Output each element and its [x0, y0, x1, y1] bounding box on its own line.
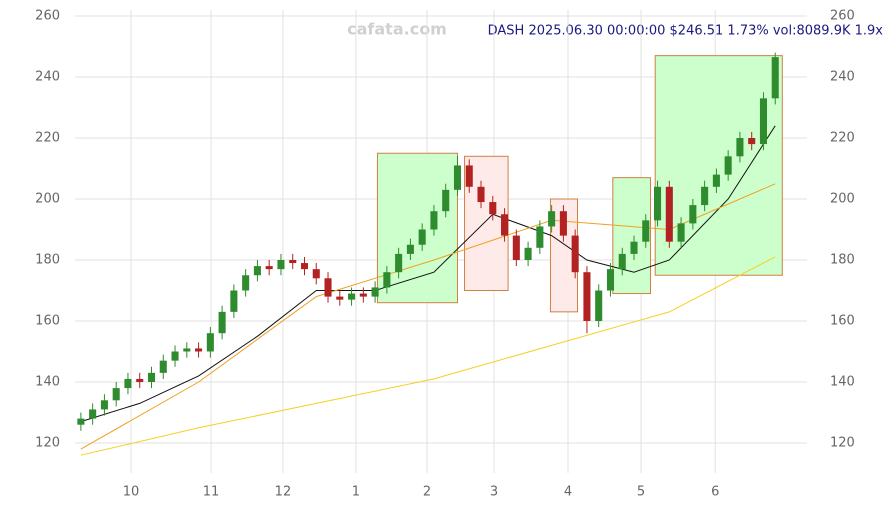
- candle-body: [89, 409, 97, 419]
- y-tick-label: 260: [830, 9, 855, 24]
- x-tick-label: 10: [123, 485, 140, 500]
- candle-body: [348, 293, 356, 300]
- candle-body: [195, 348, 203, 352]
- candle-body: [606, 269, 615, 291]
- y-tick-label: 120: [830, 436, 855, 451]
- y-tick-label: 160: [830, 314, 855, 329]
- x-tick-label: 12: [275, 485, 292, 500]
- candle-body: [277, 260, 285, 270]
- candle-body: [665, 186, 673, 242]
- candle-body: [724, 156, 732, 175]
- x-tick-label: 4: [564, 485, 572, 500]
- candle-body: [147, 372, 156, 382]
- x-tick-label: 5: [637, 485, 645, 500]
- y-tick-label: 180: [35, 253, 60, 268]
- candle-body: [524, 247, 532, 260]
- candle-body: [559, 211, 567, 236]
- candle-body: [77, 418, 85, 425]
- candle-body: [512, 235, 520, 260]
- candle-body: [736, 138, 744, 157]
- candle-body: [206, 333, 214, 352]
- x-tick-label: 11: [203, 485, 220, 500]
- zone: [654, 55, 783, 276]
- candle-body: [336, 296, 344, 300]
- candle-body: [300, 263, 309, 270]
- y-tick-label: 240: [830, 70, 855, 85]
- candle-body: [112, 388, 120, 401]
- candle-body: [689, 205, 697, 224]
- candle-body: [677, 223, 685, 242]
- y-tick-label: 160: [35, 314, 60, 329]
- header: DASH 2025.06.30 00:00:00 $246.51 1.73% v…: [488, 24, 884, 39]
- candle-body: [171, 351, 179, 361]
- indicator-line: [80, 125, 776, 423]
- candle-body: [654, 186, 662, 221]
- candle-body: [418, 229, 426, 245]
- candle-body: [501, 214, 509, 236]
- candle-body: [583, 272, 591, 321]
- candle-body: [642, 220, 650, 242]
- y-tick-label: 140: [35, 375, 60, 390]
- candle-body: [595, 290, 603, 321]
- indicator-line: [80, 256, 776, 456]
- candle-body: [159, 360, 167, 373]
- candle-body: [124, 378, 132, 389]
- candle-body: [453, 165, 462, 190]
- candle-body: [759, 98, 767, 145]
- candle-body: [183, 348, 191, 352]
- candle-body: [489, 202, 497, 215]
- x-tick-label: 2: [423, 485, 431, 500]
- candle-body: [701, 186, 709, 206]
- candle-body: [712, 174, 720, 187]
- candle-body: [242, 275, 250, 291]
- candle-body: [383, 272, 391, 288]
- candle-body: [312, 269, 320, 279]
- candle-body: [465, 165, 473, 187]
- candle-body: [442, 189, 450, 212]
- x-tick-label: 6: [711, 485, 719, 500]
- candle-body: [748, 138, 756, 145]
- x-tick-label: 1: [352, 485, 360, 500]
- y-tick-label: 260: [35, 9, 60, 24]
- candle-body: [324, 278, 332, 297]
- y-tick-label: 120: [35, 436, 60, 451]
- y-tick-label: 200: [35, 192, 60, 207]
- candle-body: [395, 253, 403, 273]
- candle-body: [265, 266, 273, 270]
- watermark: cafata.com: [347, 20, 447, 39]
- candle-body: [230, 290, 238, 312]
- candle-body: [430, 211, 438, 230]
- y-tick-label: 240: [35, 70, 60, 85]
- candle-body: [571, 235, 579, 273]
- candle-body: [477, 186, 485, 203]
- y-tick-label: 220: [830, 131, 855, 146]
- candle-body: [136, 378, 144, 382]
- candle-body: [630, 241, 638, 254]
- candle-body: [406, 244, 414, 254]
- candle-body: [100, 400, 108, 410]
- candle-body: [371, 287, 379, 297]
- candle-body: [359, 293, 367, 297]
- y-tick-label: 140: [830, 375, 855, 390]
- y-tick-label: 180: [830, 253, 855, 268]
- candle-body: [618, 253, 626, 270]
- candle-body: [548, 211, 556, 227]
- x-tick-label: 3: [490, 485, 498, 500]
- candle-body: [218, 311, 226, 334]
- y-tick-label: 200: [830, 192, 855, 207]
- candle-body: [536, 226, 544, 248]
- y-tick-label: 220: [35, 131, 60, 146]
- candle-body: [253, 266, 261, 276]
- candle-body: [289, 260, 297, 264]
- candle-body: [771, 57, 779, 99]
